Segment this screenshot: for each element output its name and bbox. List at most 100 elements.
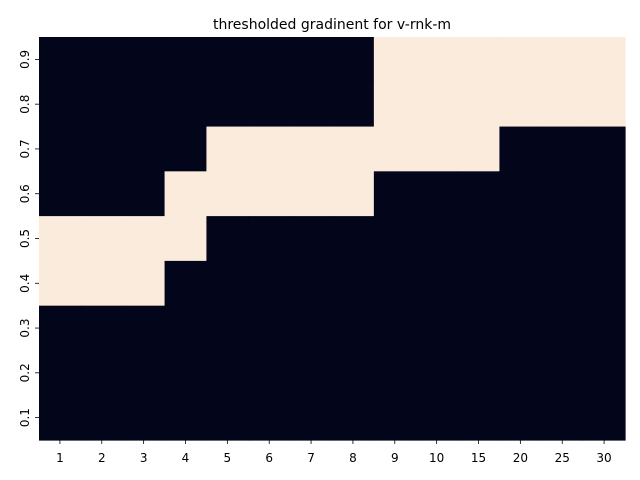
x-tick-label: 4 xyxy=(182,451,190,465)
heatmap-cell xyxy=(248,126,291,172)
heatmap-cell xyxy=(457,216,501,262)
heatmap-cell xyxy=(499,350,542,396)
heatmap-cell xyxy=(499,37,542,83)
heatmap-cell xyxy=(457,350,501,396)
heatmap-cell xyxy=(541,350,584,396)
heatmap-cell xyxy=(164,260,208,307)
heatmap-cell xyxy=(80,171,124,217)
heatmap-cell xyxy=(415,305,459,352)
heatmap-cell xyxy=(206,305,249,352)
x-tick-label: 10 xyxy=(429,451,444,465)
y-tick-label: 0.1 xyxy=(18,408,32,427)
x-tick-label: 5 xyxy=(224,451,232,465)
heatmap-cell xyxy=(122,171,166,217)
heatmap-cell xyxy=(164,350,208,396)
heatmap-cell xyxy=(583,37,626,83)
heatmap-cell xyxy=(248,81,291,128)
heatmap-cell xyxy=(164,305,208,352)
heatmap-cell xyxy=(583,260,626,307)
heatmap-cell xyxy=(373,216,417,262)
heatmap-cell xyxy=(39,395,82,441)
heatmap-cell xyxy=(583,126,626,172)
heatmap-cell xyxy=(373,81,417,128)
heatmap-cell xyxy=(80,216,124,262)
heatmap-cell xyxy=(290,305,333,352)
heatmap-cell xyxy=(39,126,82,172)
heatmap-cell xyxy=(583,81,626,128)
y-tick-label: 0.5 xyxy=(18,229,32,248)
heatmap-cell xyxy=(206,81,249,128)
y-tick-label: 0.6 xyxy=(18,184,32,203)
x-tick-label: 8 xyxy=(349,451,357,465)
heatmap-cell xyxy=(373,395,417,441)
heatmap-cell xyxy=(206,350,249,396)
heatmap-cell xyxy=(39,37,82,83)
heatmap-cell xyxy=(164,171,208,217)
heatmap-cell xyxy=(80,126,124,172)
heatmap-cell xyxy=(206,395,249,441)
heatmap-cell xyxy=(541,216,584,262)
heatmap-cell xyxy=(415,126,459,172)
chart-title: thresholded gradinent for v-rnk-m xyxy=(213,17,451,33)
heatmap-cell xyxy=(332,305,375,352)
heatmap-cell xyxy=(415,395,459,441)
x-tick-label: 7 xyxy=(307,451,315,465)
x-tick-label: 3 xyxy=(140,451,148,465)
heatmap-cell xyxy=(583,171,626,217)
heatmap-cell xyxy=(541,81,584,128)
heatmap-cell xyxy=(206,260,249,307)
heatmap-cell xyxy=(499,216,542,262)
heatmap-cell xyxy=(373,126,417,172)
heatmap-cell xyxy=(583,216,626,262)
heatmap-cell xyxy=(332,81,375,128)
heatmap-cell xyxy=(332,126,375,172)
heatmap-cell xyxy=(373,260,417,307)
heatmap-cell xyxy=(39,305,82,352)
heatmap-cell xyxy=(248,171,291,217)
heatmap-cell xyxy=(457,260,501,307)
heatmap-cells xyxy=(39,37,626,441)
heatmap-cell xyxy=(164,126,208,172)
heatmap-cell xyxy=(290,260,333,307)
heatmap-cell xyxy=(290,37,333,83)
heatmap-cell xyxy=(248,305,291,352)
heatmap-cell xyxy=(39,350,82,396)
heatmap-cell xyxy=(499,305,542,352)
heatmap-cell xyxy=(248,395,291,441)
heatmap-cell xyxy=(415,171,459,217)
heatmap-cell xyxy=(541,171,584,217)
heatmap-cell xyxy=(415,37,459,83)
heatmap-cell xyxy=(541,305,584,352)
heatmap-cell xyxy=(206,171,249,217)
heatmap-cell xyxy=(332,395,375,441)
heatmap-cell xyxy=(122,350,166,396)
heatmap-cell xyxy=(290,171,333,217)
heatmap-cell xyxy=(248,350,291,396)
heatmap-cell xyxy=(332,260,375,307)
heatmap-cell xyxy=(415,350,459,396)
x-tick-label: 6 xyxy=(265,451,273,465)
heatmap-cell xyxy=(373,305,417,352)
heatmap-cell xyxy=(583,395,626,441)
heatmap-cell xyxy=(373,350,417,396)
heatmap-cell xyxy=(80,260,124,307)
heatmap-cell xyxy=(122,260,166,307)
heatmap-cell xyxy=(373,171,417,217)
heatmap-cell xyxy=(415,216,459,262)
heatmap-cell xyxy=(122,216,166,262)
heatmap-cell xyxy=(290,350,333,396)
y-tick-label: 0.8 xyxy=(18,95,32,114)
heatmap-cell xyxy=(164,216,208,262)
heatmap-cell xyxy=(39,81,82,128)
heatmap-cell xyxy=(457,37,501,83)
heatmap-cell xyxy=(541,37,584,83)
heatmap-cell xyxy=(122,305,166,352)
heatmap-cell xyxy=(332,216,375,262)
x-tick-label: 25 xyxy=(555,451,570,465)
heatmap-cell xyxy=(122,81,166,128)
heatmap-cell xyxy=(332,171,375,217)
y-tick-label: 0.7 xyxy=(18,139,32,158)
heatmap-cell xyxy=(541,126,584,172)
heatmap-cell xyxy=(80,305,124,352)
heatmap-cell xyxy=(248,37,291,83)
